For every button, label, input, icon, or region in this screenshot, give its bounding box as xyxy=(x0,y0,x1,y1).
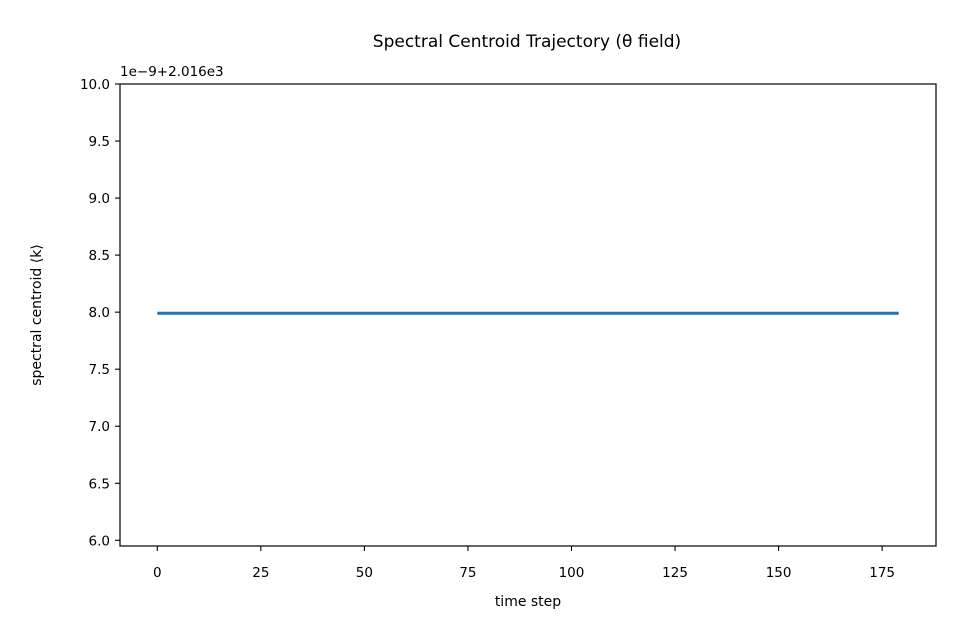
x-tick-label: 0 xyxy=(153,565,162,581)
x-tick-label: 100 xyxy=(559,565,585,581)
y-tick-label: 10.0 xyxy=(80,77,110,93)
x-tick-label: 50 xyxy=(356,565,373,581)
x-tick-label: 25 xyxy=(252,565,269,581)
x-tick-label: 175 xyxy=(869,565,895,581)
y-tick-label: 9.5 xyxy=(89,134,110,150)
y-offset-label: 1e−9+2.016e3 xyxy=(120,64,224,80)
x-axis: 0 25 50 75 100 125 150 175 xyxy=(153,546,895,581)
x-axis-label: time step xyxy=(495,594,561,610)
y-tick-label: 7.0 xyxy=(89,419,110,435)
y-tick-label: 8.0 xyxy=(89,305,110,321)
x-tick-label: 125 xyxy=(662,565,688,581)
y-tick-label: 7.5 xyxy=(89,362,110,378)
x-tick-label: 75 xyxy=(459,565,476,581)
y-axis-label: spectral centroid ⟨k⟩ xyxy=(29,244,45,386)
y-tick-label: 6.0 xyxy=(89,533,110,549)
x-tick-label: 150 xyxy=(766,565,792,581)
plot-frame xyxy=(119,83,937,547)
y-axis: 6.0 6.5 7.0 7.5 8.0 8.5 9.0 9.5 10.0 xyxy=(80,77,120,549)
y-tick-label: 6.5 xyxy=(89,476,110,492)
chart-title: Spectral Centroid Trajectory (θ field) xyxy=(373,32,681,52)
y-tick-label: 9.0 xyxy=(89,191,110,207)
y-tick-label: 8.5 xyxy=(89,248,110,264)
